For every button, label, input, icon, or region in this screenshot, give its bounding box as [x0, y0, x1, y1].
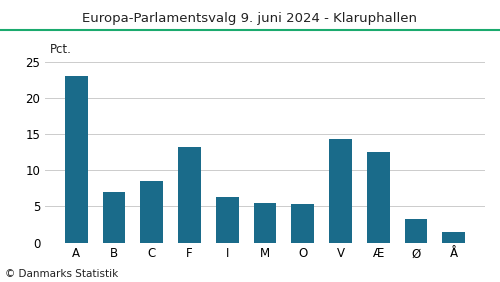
- Bar: [254, 203, 276, 243]
- Bar: [102, 192, 126, 243]
- Text: © Danmarks Statistik: © Danmarks Statistik: [5, 269, 118, 279]
- Bar: [329, 139, 352, 243]
- Text: Europa-Parlamentsvalg 9. juni 2024 - Klaruphallen: Europa-Parlamentsvalg 9. juni 2024 - Kla…: [82, 12, 417, 25]
- Bar: [65, 76, 88, 243]
- Bar: [140, 181, 163, 243]
- Text: Pct.: Pct.: [50, 43, 72, 56]
- Bar: [178, 147, 201, 243]
- Bar: [442, 232, 465, 243]
- Bar: [216, 197, 238, 243]
- Bar: [404, 219, 427, 243]
- Bar: [292, 204, 314, 243]
- Bar: [367, 152, 390, 243]
